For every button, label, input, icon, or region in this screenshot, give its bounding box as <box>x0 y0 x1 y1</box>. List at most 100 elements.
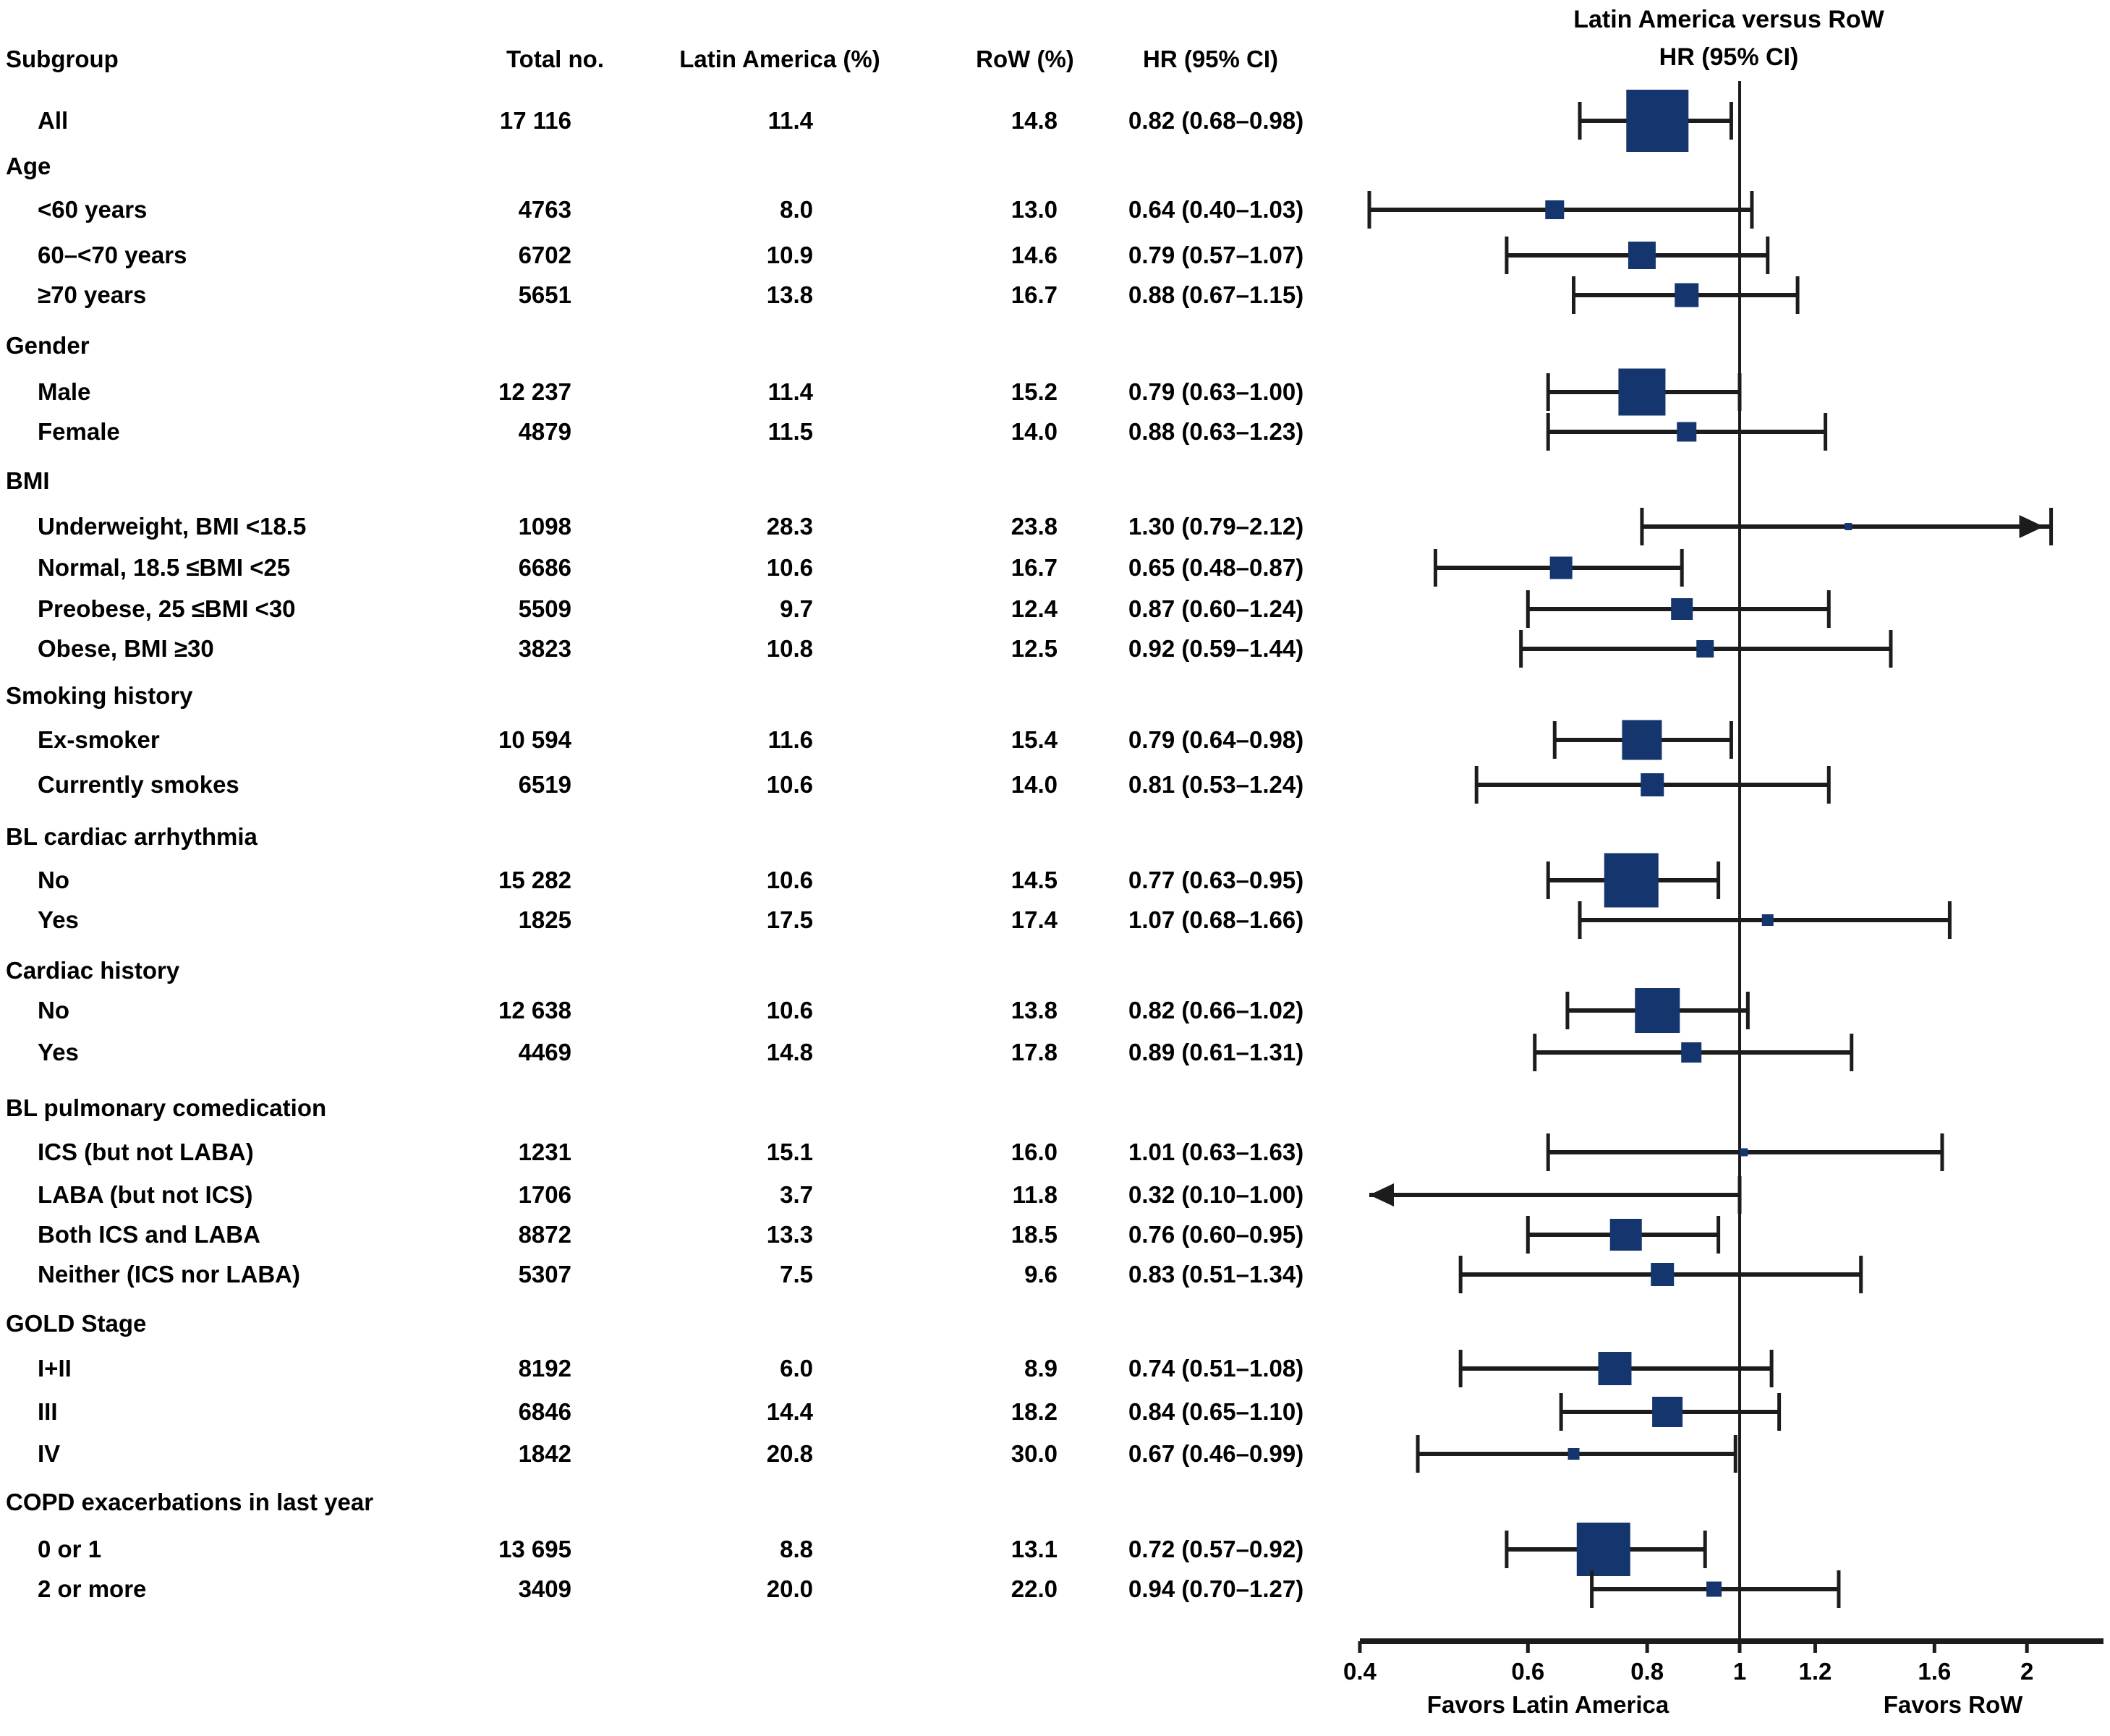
ci-cap-left <box>1474 766 1479 804</box>
ci-cap-left <box>1546 861 1550 899</box>
row-pct-value: 16.7 <box>1011 554 1058 581</box>
ci-cap-right <box>1947 901 1952 939</box>
ci-cap-left <box>1640 508 1644 545</box>
total-no-value: 12 237 <box>498 378 571 405</box>
row-pct-value: 16.0 <box>1011 1139 1058 1165</box>
row-pct-value: 15.4 <box>1011 726 1058 753</box>
ci-cap-left <box>1552 721 1557 759</box>
hr-marker-square <box>1545 200 1565 219</box>
total-no-value: 4763 <box>518 196 571 223</box>
ci-cap-left <box>1578 102 1582 140</box>
total-no-value: 6686 <box>518 554 571 581</box>
latin-america-pct-value: 10.8 <box>766 635 813 662</box>
total-no-value: 15 282 <box>498 867 571 893</box>
ci-cap-right <box>1703 1531 1707 1568</box>
hr-marker-square <box>1641 773 1664 796</box>
latin-america-pct-value: 10.6 <box>766 997 813 1024</box>
favors-latin-america-label: Favors Latin America <box>1427 1691 1669 1718</box>
total-no-value: 1706 <box>518 1181 571 1208</box>
hr-ci-value: 0.65 (0.48–0.87) <box>1128 554 1304 581</box>
subgroup-item-label: Currently smokes <box>38 771 239 798</box>
hr-ci-value: 0.74 (0.51–1.08) <box>1128 1355 1304 1382</box>
row-pct-value: 22.0 <box>1011 1575 1058 1602</box>
column-header-hr-ci: HR (95% CI) <box>1143 46 1279 72</box>
total-no-value: 8872 <box>518 1221 571 1248</box>
subgroup-section-label: COPD exacerbations in last year <box>6 1489 374 1515</box>
total-no-value: 8192 <box>518 1355 571 1382</box>
hr-marker-square <box>1706 1581 1722 1597</box>
x-axis-tick-label: 0.4 <box>1343 1658 1377 1685</box>
hr-ci-value: 0.92 (0.59–1.44) <box>1128 635 1304 662</box>
plot-title-line1: Latin America versus RoW <box>1573 6 1884 33</box>
hr-marker-square <box>1618 368 1666 416</box>
latin-america-pct-value: 11.5 <box>767 418 813 445</box>
latin-america-pct-value: 8.0 <box>780 196 813 223</box>
subgroup-section-label: GOLD Stage <box>6 1310 147 1337</box>
row-pct-value: 14.8 <box>1011 107 1058 134</box>
ci-cap-right <box>1826 766 1831 804</box>
subgroup-section-label: Gender <box>6 332 90 359</box>
hr-ci-value: 0.64 (0.40–1.03) <box>1128 196 1304 223</box>
total-no-value: 5651 <box>518 281 571 308</box>
subgroup-item-label: III <box>38 1398 58 1425</box>
ci-cap-left <box>1590 1570 1594 1608</box>
plot-title-line2: HR (95% CI) <box>1659 43 1799 71</box>
row-pct-value: 30.0 <box>1011 1440 1058 1467</box>
latin-america-pct-value: 17.5 <box>766 906 813 933</box>
subgroup-item-label: <60 years <box>38 196 148 223</box>
x-axis-tick-label: 2 <box>2020 1658 2033 1685</box>
subgroup-item-label: IV <box>38 1440 61 1467</box>
row-pct-value: 16.7 <box>1011 281 1058 308</box>
hr-ci-value: 0.72 (0.57–0.92) <box>1128 1536 1304 1562</box>
subgroup-item-label: Yes <box>38 1039 79 1065</box>
total-no-value: 1098 <box>518 513 571 540</box>
row-pct-value: 23.8 <box>1011 513 1058 540</box>
ci-cap-right <box>1940 1133 1944 1171</box>
subgroup-item-label: No <box>38 997 69 1024</box>
latin-america-pct-value: 8.8 <box>780 1536 813 1562</box>
ci-cap-left <box>1458 1350 1463 1387</box>
total-no-value: 6702 <box>518 242 571 268</box>
latin-america-pct-value: 15.1 <box>766 1139 813 1165</box>
ci-cap-left <box>1546 373 1550 411</box>
hr-ci-value: 0.77 (0.63–0.95) <box>1128 867 1304 893</box>
subgroup-item-label: 60–<70 years <box>38 242 187 268</box>
ci-cap-right <box>1745 992 1750 1029</box>
total-no-value: 3409 <box>518 1575 571 1602</box>
latin-america-pct-value: 20.8 <box>766 1440 813 1467</box>
latin-america-pct-value: 10.6 <box>766 867 813 893</box>
subgroup-item-label: Normal, 18.5 ≤BMI <25 <box>38 554 291 581</box>
hr-ci-value: 0.83 (0.51–1.34) <box>1128 1261 1304 1288</box>
x-axis-tick-label: 1 <box>1733 1658 1746 1685</box>
latin-america-pct-value: 7.5 <box>780 1261 813 1288</box>
x-axis-tick-label: 0.8 <box>1630 1658 1664 1685</box>
total-no-value: 6846 <box>518 1398 571 1425</box>
row-pct-value: 13.1 <box>1011 1536 1058 1562</box>
subgroup-item-label: All <box>38 107 69 134</box>
total-no-value: 1231 <box>518 1139 571 1165</box>
latin-america-pct-value: 14.8 <box>766 1039 813 1065</box>
latin-america-pct-value: 20.0 <box>766 1575 813 1602</box>
ci-cap-left <box>1505 237 1509 274</box>
ci-cap-right <box>2049 508 2054 545</box>
subgroup-item-label: LABA (but not ICS) <box>38 1181 253 1208</box>
row-pct-value: 14.5 <box>1011 867 1058 893</box>
row-pct-value: 18.5 <box>1011 1221 1058 1248</box>
ci-cap-left <box>1505 1531 1509 1568</box>
hr-ci-value: 0.79 (0.63–1.00) <box>1128 378 1304 405</box>
latin-america-pct-value: 13.8 <box>766 281 813 308</box>
hr-ci-value: 0.87 (0.60–1.24) <box>1128 595 1304 622</box>
latin-america-pct-value: 13.3 <box>766 1221 813 1248</box>
ci-cap-right <box>1826 590 1831 628</box>
ci-cap-left <box>1578 901 1582 939</box>
ci-cap-right <box>1737 373 1742 411</box>
hr-marker-square <box>1576 1523 1630 1576</box>
hr-marker-square <box>1626 90 1689 152</box>
hr-marker-square <box>1845 523 1852 530</box>
ci-cap-right <box>1766 237 1770 274</box>
ci-cap-left <box>1546 413 1550 451</box>
hr-ci-value: 0.88 (0.67–1.15) <box>1128 281 1304 308</box>
hr-marker-square <box>1677 422 1697 442</box>
hr-marker-square <box>1628 242 1656 269</box>
